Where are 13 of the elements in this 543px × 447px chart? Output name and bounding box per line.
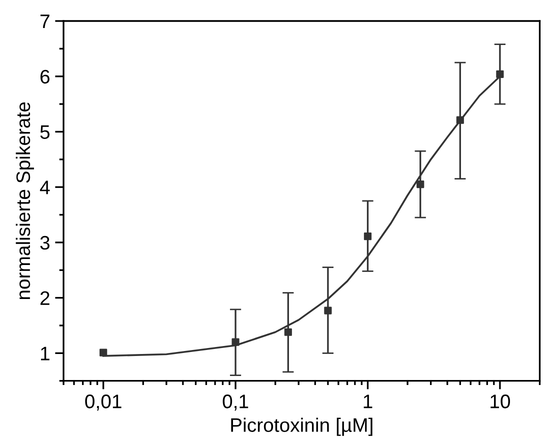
x-tick-label: 0,01 (85, 394, 122, 411)
x-tick-label: 10 (490, 394, 510, 408)
y-tick-label: 6 (40, 70, 50, 84)
y-tick-label: 2 (40, 291, 50, 305)
y-tick-label: 7 (40, 14, 50, 28)
x-tick-label: 0,1 (222, 394, 248, 411)
y-tick-label: 5 (40, 125, 50, 139)
x-axis-title: Picrotoxinin [µM] (231, 418, 372, 436)
y-axis-title: normalisierte Spikerate (16, 102, 34, 300)
x-tick-label: 1 (364, 394, 372, 408)
y-tick-label: 3 (40, 236, 50, 250)
y-tick-label: 4 (40, 180, 50, 194)
y-tick-label: 1 (41, 346, 50, 360)
